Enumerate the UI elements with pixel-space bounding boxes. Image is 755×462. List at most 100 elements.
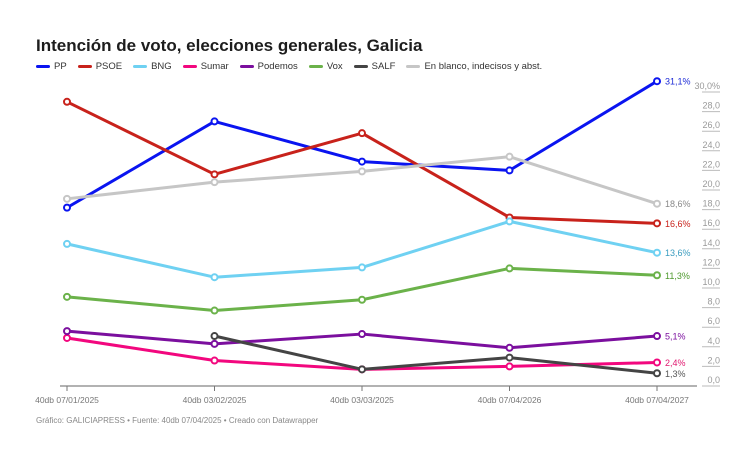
y-tick-label: 12,0 — [702, 257, 720, 267]
x-tick-label: 40db 07/04/2027 — [625, 395, 689, 405]
end-value-label: 13,6% — [665, 248, 691, 258]
y-tick-label: 6,0 — [707, 316, 720, 326]
data-point — [210, 332, 219, 341]
footer-credits: Gráfico: GALICIAPRESS • Fuente: 40db 07/… — [36, 416, 319, 425]
x-tick-label: 40db 03/03/2025 — [330, 395, 394, 405]
y-tick-label: 18,0 — [702, 199, 720, 209]
data-point — [358, 365, 366, 374]
series-bng: 13,6% — [63, 217, 691, 282]
legend-swatch — [182, 65, 197, 68]
y-tick-label: 24,0 — [702, 140, 720, 150]
data-point — [210, 339, 219, 348]
y-tick-label: 16,0 — [702, 218, 720, 228]
legend-label: PSOE — [95, 61, 123, 72]
data-point — [505, 152, 514, 161]
legend-swatch — [36, 65, 50, 68]
legend-item: SALF — [353, 61, 395, 72]
legend-item: En blanco, indecisos y abst. — [406, 61, 542, 72]
data-point — [653, 77, 661, 86]
x-tick-label: 40db 07/04/2026 — [478, 395, 542, 405]
y-tick-label: 8,0 — [707, 297, 720, 307]
legend-swatch — [406, 65, 421, 68]
legend-label: En blanco, indecisos y abst. — [424, 61, 543, 72]
legend-swatch — [353, 65, 368, 68]
data-point — [210, 117, 219, 126]
y-tick-label: 20,0 — [702, 179, 720, 189]
legend-item: Vox — [308, 61, 343, 72]
data-point — [63, 327, 71, 336]
data-point — [505, 362, 514, 371]
legend-item: Sumar — [182, 61, 229, 72]
legend-item: PP — [36, 61, 67, 72]
end-value-label: 11,3% — [665, 271, 690, 281]
data-point — [63, 203, 71, 212]
data-point — [653, 332, 661, 341]
end-value-label: 16,6% — [665, 219, 691, 229]
data-point — [358, 167, 366, 176]
data-point — [63, 239, 71, 248]
data-point — [653, 369, 661, 378]
data-point — [63, 333, 71, 342]
data-point — [505, 353, 514, 362]
legend-label: Podemos — [257, 61, 298, 72]
series-line — [66, 266, 658, 313]
y-tick-label: 26,0 — [702, 120, 720, 130]
end-value-label: 5,1% — [665, 332, 686, 342]
legend-swatch — [239, 65, 254, 68]
end-value-label: 1,3% — [665, 369, 686, 379]
data-point — [63, 97, 71, 106]
end-value-label: 2,4% — [665, 358, 686, 368]
series-line — [214, 334, 658, 375]
data-point — [505, 217, 514, 226]
y-tick-label: 14,0 — [702, 238, 720, 248]
data-point — [358, 295, 366, 304]
data-point — [505, 343, 514, 352]
data-point — [358, 157, 366, 166]
series-podemos: 5,1% — [63, 327, 686, 352]
series-vox: 11,3% — [63, 264, 690, 315]
y-tick-label: 10,0 — [702, 277, 720, 287]
series-psoe: 16,6% — [63, 97, 691, 229]
legend-swatch — [133, 65, 148, 68]
data-point — [358, 330, 366, 339]
data-point — [653, 248, 661, 257]
data-point — [63, 194, 71, 203]
data-point — [505, 264, 514, 273]
data-point — [505, 166, 514, 175]
chart-title: Intención de voto, elecciones generales,… — [36, 36, 423, 55]
y-tick-label: 4,0 — [707, 336, 720, 346]
legend-swatch — [308, 65, 323, 68]
series-pp: 31,1% — [63, 77, 691, 212]
x-tick-label: 40db 03/02/2025 — [183, 395, 247, 405]
data-point — [210, 356, 219, 365]
legend-item: BNG — [133, 61, 172, 72]
data-point — [653, 358, 661, 367]
data-point — [358, 263, 366, 272]
end-value-label: 31,1% — [665, 77, 691, 87]
series-salf: 1,3% — [210, 332, 686, 379]
data-point — [63, 292, 71, 301]
end-value-label: 18,6% — [665, 199, 691, 209]
data-point — [358, 129, 366, 138]
legend-label: Vox — [326, 61, 343, 72]
legend-label: PP — [54, 61, 67, 72]
data-point — [653, 271, 661, 280]
data-point — [653, 199, 661, 208]
x-tick-label: 40db 07/01/2025 — [35, 395, 99, 405]
y-tick-label: 28,0 — [702, 101, 720, 111]
legend-label: BNG — [151, 61, 172, 72]
y-tick-label: 30,0% — [694, 81, 720, 91]
data-point — [210, 273, 219, 282]
y-tick-label: 2,0 — [707, 355, 720, 365]
legend-label: Sumar — [200, 61, 229, 72]
data-point — [210, 178, 219, 187]
y-tick-label: 0,0 — [707, 375, 720, 385]
y-tick-label: 22,0 — [702, 159, 720, 169]
legend-item: Podemos — [239, 61, 298, 72]
legend-item: PSOE — [77, 61, 123, 72]
data-point — [653, 219, 661, 228]
data-point — [210, 306, 219, 315]
series-en: 18,6% — [63, 152, 691, 209]
legend-swatch — [77, 65, 92, 68]
